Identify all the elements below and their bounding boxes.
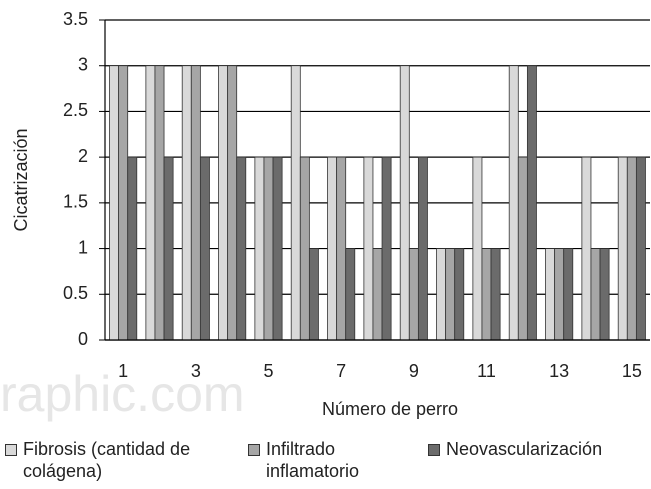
y-tick-label: 3 (78, 54, 88, 74)
bar (290, 65, 301, 341)
bar (545, 248, 556, 341)
bar (272, 156, 283, 341)
bar (381, 156, 392, 341)
x-tick-label: 9 (409, 361, 419, 381)
bar (227, 65, 238, 341)
bar (563, 248, 574, 341)
x-tick-label: 1 (118, 361, 128, 381)
legend-item: Neovascularización (428, 438, 648, 460)
bar (190, 65, 201, 341)
y-tick-label: 1 (78, 237, 88, 257)
bar (417, 156, 428, 341)
bar (345, 248, 356, 341)
bar (154, 65, 165, 341)
bar (445, 248, 456, 341)
bar (336, 156, 347, 341)
bar (127, 156, 138, 341)
bar (436, 248, 447, 341)
legend-label: Infiltrado inflamatorio (266, 439, 360, 481)
bar (308, 248, 319, 341)
bar (363, 156, 374, 341)
bar (299, 156, 310, 341)
bar (508, 65, 519, 341)
bar (599, 248, 610, 341)
bar (554, 248, 565, 341)
bar (236, 156, 247, 341)
bar (617, 156, 628, 341)
y-tick-label: 0.5 (63, 283, 88, 303)
watermark: raphic.com (0, 366, 245, 422)
bar (517, 156, 528, 341)
legend: Fibrosis (cantidad de colágena) Infiltrad… (0, 438, 651, 489)
y-tick-label: 3.5 (63, 9, 88, 29)
x-tick-label: 5 (263, 361, 273, 381)
bar (218, 65, 229, 341)
x-tick-label: 11 (477, 361, 496, 381)
bar (590, 248, 601, 341)
y-tick-label: 2 (78, 146, 88, 166)
y-tick-label: 1.5 (63, 192, 88, 212)
bar (526, 65, 537, 341)
x-tick-label: 15 (622, 361, 642, 381)
legend-swatch (248, 444, 260, 456)
bar (254, 156, 265, 341)
bar (626, 156, 637, 341)
x-tick-label: 7 (336, 361, 346, 381)
bar (581, 156, 592, 341)
bar (635, 156, 646, 341)
bar (472, 156, 483, 341)
legend-label: Fibrosis (cantidad de colágena) (23, 439, 191, 481)
legend-label: Neovascularización (446, 439, 603, 459)
bar (145, 65, 156, 341)
legend-item: Infiltrado inflamatorio (248, 438, 398, 482)
bar (181, 65, 192, 341)
bar (481, 248, 492, 341)
legend-swatch (428, 444, 440, 456)
bar (327, 156, 338, 341)
legend-item: Fibrosis (cantidad de colágena) (5, 438, 230, 482)
bar (372, 248, 383, 341)
y-tick-label: 0 (78, 329, 88, 349)
x-tick-label: 13 (549, 361, 569, 381)
bar (490, 248, 501, 341)
bar (263, 156, 274, 341)
bar (109, 65, 120, 341)
bar (199, 156, 210, 341)
legend-swatch (5, 444, 17, 456)
chart: raphic.com Cicatrización Número de perro… (0, 9, 650, 422)
bar (408, 248, 419, 341)
bar (118, 65, 129, 341)
bar (163, 156, 174, 341)
y-axis-title: Cicatrización (11, 128, 31, 231)
x-axis-title: Número de perro (322, 399, 458, 419)
y-tick-label: 2.5 (63, 100, 88, 120)
bar (454, 248, 465, 341)
x-tick-label: 3 (191, 361, 201, 381)
bar (399, 65, 410, 341)
